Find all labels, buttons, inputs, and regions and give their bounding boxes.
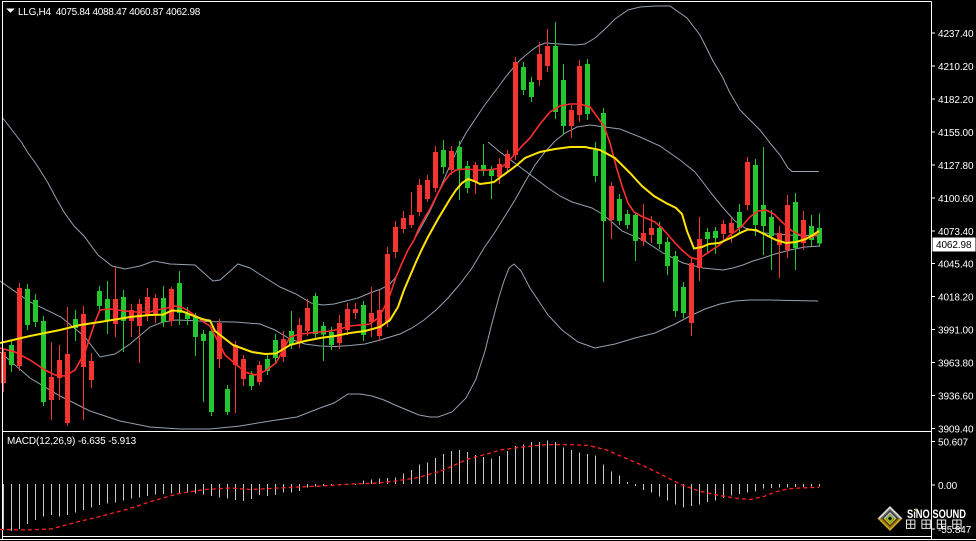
svg-text:MACD(12,26,9) -6.635 -5.913: MACD(12,26,9) -6.635 -5.913 (7, 436, 137, 447)
svg-text:3909.40: 3909.40 (938, 424, 974, 435)
svg-text:3963.80: 3963.80 (938, 359, 974, 370)
svg-text:4127.80: 4127.80 (938, 161, 974, 172)
svg-text:4155.00: 4155.00 (938, 128, 974, 139)
svg-text:4182.20: 4182.20 (938, 95, 974, 106)
svg-text:4210.20: 4210.20 (938, 62, 974, 73)
svg-text:3991.00: 3991.00 (938, 326, 974, 337)
svg-text:-55.847: -55.847 (938, 525, 972, 536)
svg-text:50.607: 50.607 (938, 438, 969, 449)
svg-text:4073.40: 4073.40 (938, 227, 974, 238)
svg-text:3936.60: 3936.60 (938, 391, 974, 402)
svg-text:0.00: 0.00 (938, 481, 958, 492)
svg-text:4100.60: 4100.60 (938, 194, 974, 205)
svg-text:LLG,H4 4075.84 4088.47 4060.8: LLG,H4 4075.84 4088.47 4060.87 4062.98 (18, 7, 201, 18)
svg-text:4045.40: 4045.40 (938, 260, 974, 271)
svg-text:4062.98: 4062.98 (936, 240, 972, 251)
svg-text:4237.40: 4237.40 (938, 29, 974, 40)
svg-text:SiNO SOUND: SiNO SOUND (907, 507, 966, 521)
svg-text:4018.20: 4018.20 (938, 293, 974, 304)
